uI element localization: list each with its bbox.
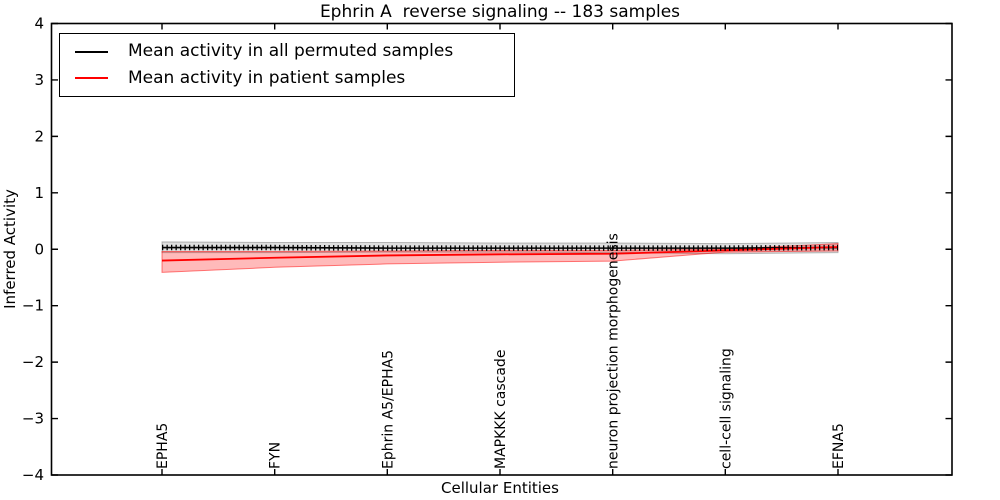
- x-tick-label: EFNA5: [831, 423, 847, 469]
- x-tick-label: neuron projection morphogenesis: [606, 233, 622, 469]
- y-tick-label: −1: [22, 297, 44, 315]
- axis-ticks: [51, 22, 952, 476]
- y-tick-label: −4: [22, 466, 44, 484]
- x-tick-label: Ephrin A5/EPHA5: [380, 350, 396, 469]
- legend-label: Mean activity in patient samples: [128, 67, 406, 88]
- series-band-1: [161, 243, 839, 273]
- y-tick-label: −2: [22, 353, 44, 371]
- legend-item: Mean activity in patient samples: [75, 67, 514, 88]
- y-tick-label: 2: [34, 127, 44, 145]
- x-tick-label: MAPKKK cascade: [493, 350, 509, 469]
- x-tick-label: FYN: [268, 442, 284, 469]
- legend-item: Mean activity in all permuted samples: [75, 43, 514, 60]
- y-tick-label: 3: [34, 71, 44, 89]
- x-tick-label: EPHA5: [155, 423, 171, 469]
- y-tick-label: 0: [34, 240, 44, 258]
- y-tick-label: 4: [34, 15, 44, 33]
- legend-swatch-line: [75, 50, 108, 53]
- legend: Mean activity in all permuted samples Mea…: [59, 33, 515, 97]
- y-axis-label: Inferred Activity: [1, 189, 19, 309]
- legend-label: Mean activity in all permuted samples: [128, 41, 454, 62]
- y-tick-label: 1: [34, 184, 44, 202]
- x-axis-label: Cellular Entities: [441, 479, 559, 497]
- legend-swatch-line: [75, 77, 108, 80]
- x-tick-label: cell-cell signaling: [718, 348, 734, 469]
- chart-title: Ephrin A reverse signaling -- 183 sample…: [319, 2, 681, 22]
- permuted-mean-markers: [162, 244, 839, 251]
- y-tick-label: −3: [22, 410, 44, 428]
